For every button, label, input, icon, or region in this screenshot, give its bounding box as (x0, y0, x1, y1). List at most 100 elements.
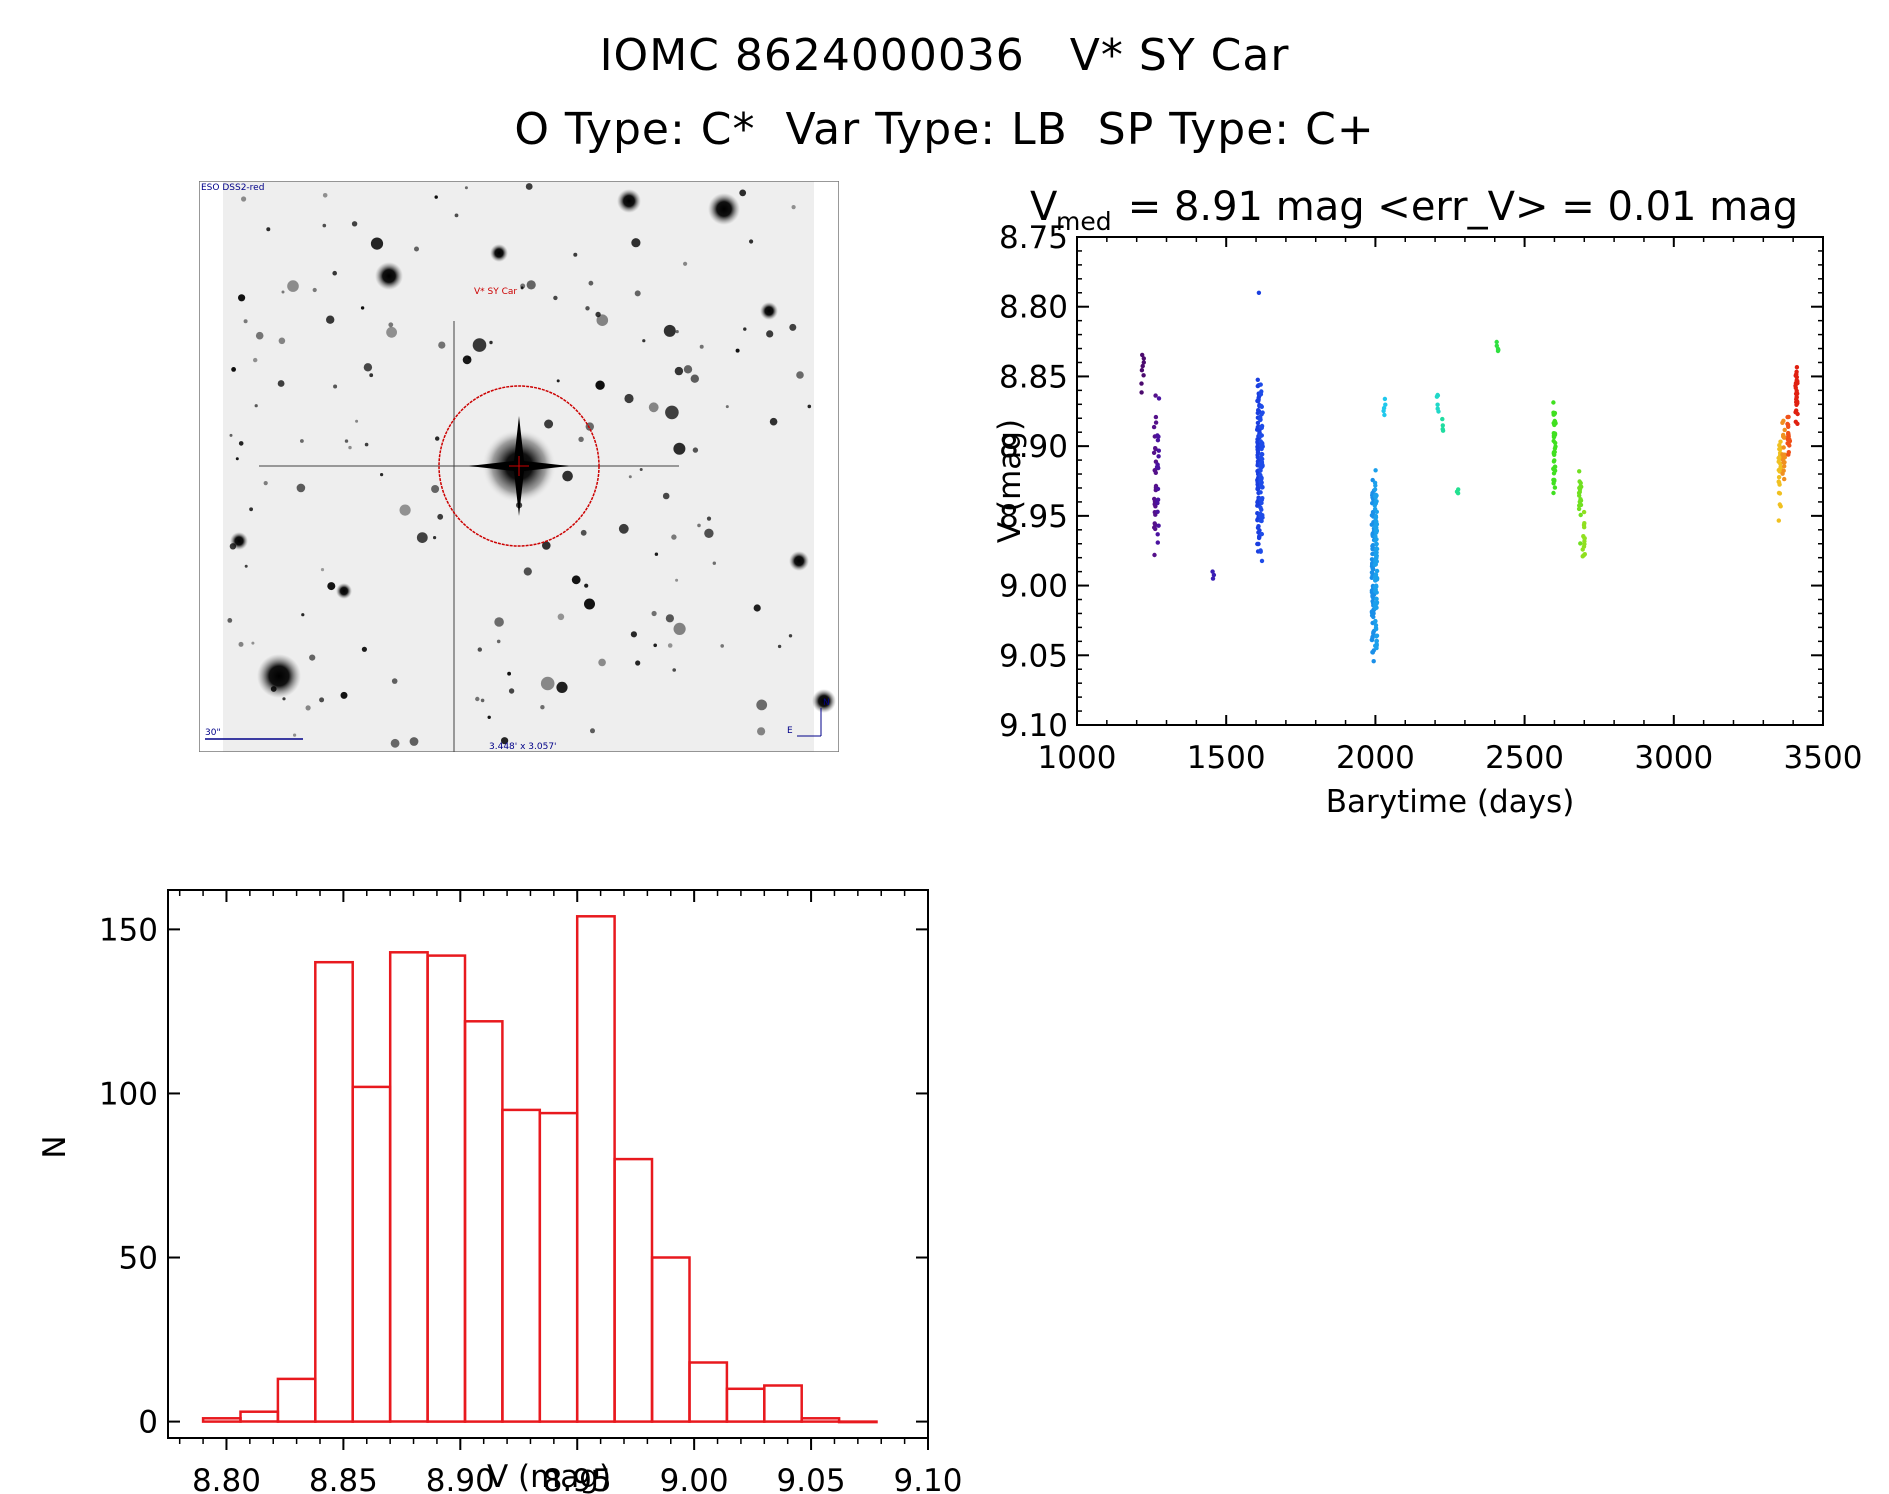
star (293, 733, 297, 737)
star (540, 676, 555, 691)
hist-bar (763, 1384, 803, 1423)
lc-data-point (1373, 494, 1378, 499)
star (665, 614, 674, 623)
star (699, 344, 704, 349)
histogram-chart: 8.80 8.85 8.90 8.95 9.00 9.05 9.10 0 50 100 150 V … (40, 889, 963, 1494)
star (489, 340, 493, 345)
lc-data-point (1374, 634, 1379, 639)
star (634, 290, 641, 297)
star (238, 641, 244, 647)
star (807, 404, 812, 409)
lc-data-point (1255, 503, 1260, 508)
star (708, 193, 740, 225)
lc-data-point (1259, 531, 1264, 537)
survey-label: ESO DSS2-red (201, 183, 264, 193)
lc-data-point (1495, 348, 1501, 354)
lc-data-point (1155, 438, 1161, 443)
lc-data-point (1781, 434, 1786, 439)
star (757, 727, 766, 736)
lc-data-point (1255, 485, 1261, 490)
lc-data-point (1374, 528, 1379, 533)
star (523, 567, 532, 576)
lc-data-point (1369, 557, 1375, 562)
star (739, 189, 747, 197)
compass-n-label: N (823, 698, 830, 708)
star (665, 405, 679, 420)
lc-data-point (1577, 485, 1582, 491)
lc-data-point (1373, 513, 1379, 519)
lc-data-point (1255, 427, 1260, 432)
hist-bar (613, 1157, 654, 1423)
lc-data-point (1381, 408, 1386, 414)
lc-data-point (1255, 452, 1260, 458)
hist-bar (388, 951, 429, 1423)
star (672, 668, 676, 672)
hist-bar (837, 1420, 878, 1424)
star (584, 583, 589, 588)
lc-data-point (1581, 522, 1587, 528)
lc-data-point (1156, 396, 1162, 401)
lc-data-point (1795, 381, 1800, 386)
lc-data-point (1374, 568, 1380, 574)
lc-ylabel: V (mag) (992, 419, 1028, 543)
lc-data-point (1255, 420, 1261, 426)
lc-data-point (1155, 497, 1161, 502)
hist-xtick-label: 8.95 (543, 1463, 612, 1494)
star (598, 658, 606, 667)
lc-data-point (1374, 509, 1379, 514)
lc-data-point (1551, 450, 1557, 455)
star (327, 582, 336, 591)
star (720, 644, 724, 648)
star (743, 327, 747, 331)
star (796, 371, 804, 379)
lc-data-point (1255, 448, 1261, 454)
star (312, 287, 317, 293)
hist-ytick-label: 150 (99, 912, 158, 948)
hist-bar (501, 1108, 542, 1423)
lc-data-point (1255, 439, 1260, 445)
lc-data-point (1494, 339, 1499, 345)
lc-data-point (1383, 402, 1388, 407)
star (507, 671, 511, 676)
lc-data-point (1776, 475, 1782, 480)
lc-data-points (1139, 290, 1800, 664)
hist-ytick-label: 100 (99, 1076, 158, 1112)
hist-bar (688, 1361, 729, 1423)
lc-data-point (1795, 421, 1800, 426)
lc-data-point (1787, 437, 1792, 442)
star (363, 363, 373, 372)
star (735, 348, 740, 353)
star (624, 393, 634, 404)
star (756, 699, 768, 711)
lc-data-point (1372, 487, 1378, 492)
star (336, 583, 352, 599)
lc-data-point (1776, 479, 1781, 484)
star (526, 280, 536, 290)
lc-data-point (1373, 468, 1378, 473)
star (414, 246, 419, 252)
lc-data-point (1151, 450, 1157, 455)
star (639, 468, 643, 471)
lc-data-point (1435, 402, 1440, 407)
target-label: V* SY Car (474, 287, 517, 297)
star (630, 631, 637, 638)
lc-data-point (1258, 382, 1263, 387)
star (333, 384, 338, 389)
star (573, 252, 578, 257)
star (263, 481, 268, 486)
star (712, 561, 716, 565)
lc-data-point (1258, 549, 1263, 554)
lc-data-point (1256, 535, 1262, 541)
star (618, 523, 629, 534)
star (654, 552, 659, 556)
hist-bar (201, 1417, 242, 1423)
lc-data-point (1155, 500, 1160, 506)
lc-data-point (1139, 368, 1145, 373)
hist-xtick-label: 8.90 (426, 1463, 495, 1494)
star (360, 306, 365, 310)
lc-data-point (1776, 518, 1781, 523)
fov-label: 3.448' x 3.057' (489, 742, 557, 752)
lc-data-point (1785, 441, 1790, 446)
hist-ytick-label: 0 (138, 1405, 158, 1441)
lc-data-point (1576, 506, 1582, 512)
